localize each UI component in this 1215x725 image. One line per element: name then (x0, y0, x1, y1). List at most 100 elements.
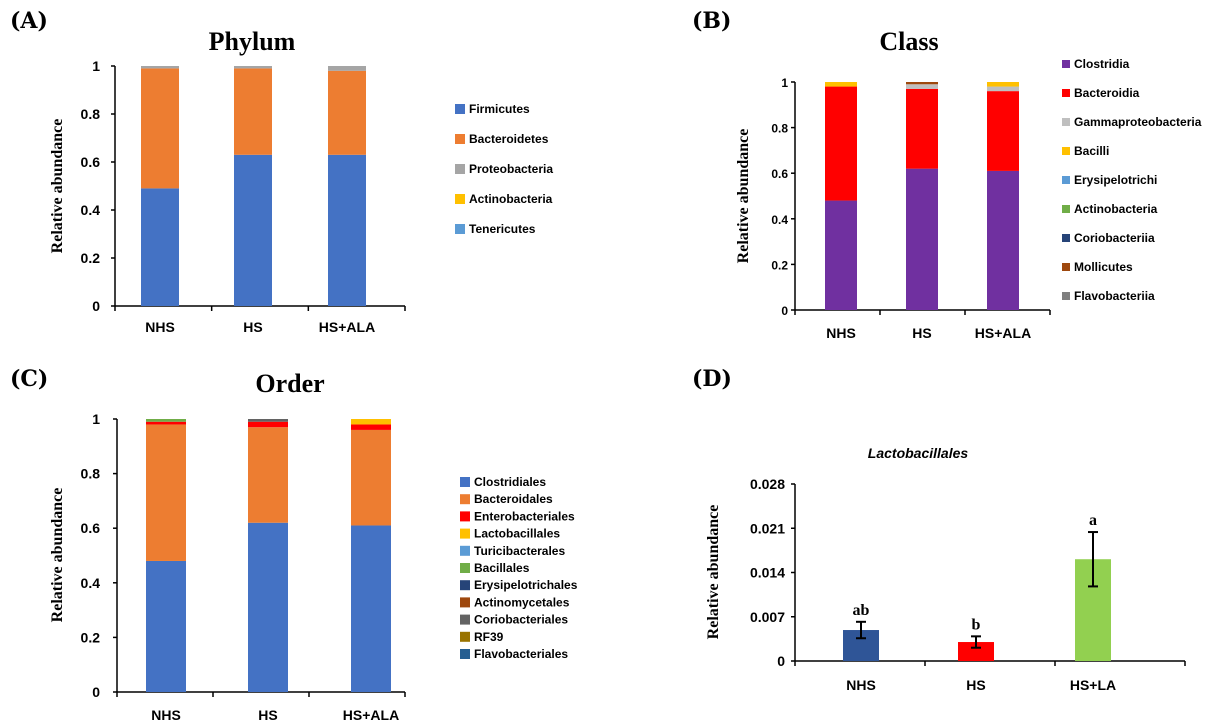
legend-swatch (455, 164, 465, 174)
legend-swatch (455, 134, 465, 144)
bar-segment (141, 66, 179, 69)
legend: Firmicutes Bacteroidetes Proteobacteria Act… (455, 102, 553, 236)
legend-label: Flavobacteriia (1074, 289, 1155, 303)
legend-swatch (1062, 60, 1070, 68)
bar-segment (906, 82, 938, 85)
bar-segment (248, 427, 288, 523)
bar-segment (248, 421, 288, 428)
legend-label: Actinomycetales (474, 595, 570, 609)
bar-segment (328, 66, 366, 71)
chart-title: Phylum (209, 27, 296, 56)
bar-segment (987, 86, 1019, 92)
legend-label: Bacteroidetes (469, 132, 549, 146)
legend-swatch (460, 494, 470, 505)
legend-label: Turicibacterales (474, 544, 565, 558)
legend-swatch (1062, 176, 1070, 184)
legend-label: Clostridiales (474, 475, 546, 489)
y-tick-label: 0.8 (81, 466, 101, 482)
bar-segment (351, 419, 391, 425)
y-tick-label: 1 (92, 58, 100, 74)
x-tick-label: HS (258, 707, 277, 723)
legend-swatch (1062, 205, 1070, 213)
y-tick-label: 0.6 (81, 154, 101, 170)
legend-swatch (460, 563, 470, 573)
legend-label: Lactobacillales (474, 527, 560, 541)
x-tick-label: HS (966, 677, 985, 693)
bar-segment (825, 200, 857, 310)
x-tick-label: NHS (151, 707, 181, 723)
y-tick-label: 0.2 (81, 629, 101, 645)
bar-segment (987, 91, 1019, 171)
x-tick-label: HS (912, 325, 931, 341)
significance-label: b (972, 616, 981, 633)
legend-swatch (1062, 147, 1070, 155)
bar-segment (248, 522, 288, 692)
bar-segment (234, 68, 272, 155)
bar-segment (987, 170, 1019, 310)
x-tick-label: HS+ALA (343, 707, 399, 723)
legend-swatch (460, 528, 470, 539)
y-tick-label: 0.6 (81, 520, 101, 536)
bar-segment (234, 66, 272, 69)
legend-swatch (1062, 292, 1070, 300)
legend-swatch (455, 224, 465, 234)
y-tick-label: 0.4 (81, 575, 101, 591)
panel-label: (B) (692, 8, 731, 34)
bar-segment (146, 419, 186, 422)
x-tick-label: HS+ALA (975, 325, 1031, 341)
y-tick-label: 0 (777, 653, 785, 669)
legend-swatch (455, 194, 465, 204)
chart-panel-d: (D) Lactobacillales Relative abundance 0 0.0… (692, 366, 1186, 693)
bar-segment (234, 154, 272, 306)
bar-segment (146, 560, 186, 692)
chart-panel-a: (A) Phylum Relative abundance 0 0.2 0.4 0.6 0.8… (10, 8, 553, 335)
legend-label: Coriobacteriia (1074, 231, 1155, 245)
x-tick-label: NHS (846, 677, 876, 693)
y-tick-label: 0.8 (771, 122, 788, 136)
legend-label: Bacillales (474, 561, 530, 575)
chart-panel-c: (C) Order Relative abundance 0 0.2 0.4 0.6 0.8 1… (10, 366, 578, 723)
legend-label: Bacteroidales (474, 492, 553, 506)
y-tick-label: 0.4 (81, 202, 101, 218)
y-tick-label: 0.2 (771, 258, 788, 272)
legend-swatch (460, 511, 470, 522)
x-tick-label: HS (243, 319, 262, 335)
panel-label: (A) (10, 8, 48, 34)
y-tick-label: 0.2 (81, 250, 101, 266)
x-tick-label: HS+ALA (319, 319, 375, 335)
bar-segment (825, 86, 857, 201)
legend-label: Bacilli (1074, 144, 1109, 158)
y-tick-label: 0.6 (771, 167, 788, 181)
bar-segment (906, 168, 938, 310)
bar-segment (825, 82, 857, 87)
chart-title: Class (879, 27, 938, 56)
y-tick-label: 0 (92, 298, 100, 314)
y-tick-label: 0.007 (750, 609, 785, 625)
panel-label: (D) (692, 366, 732, 392)
bar-segment (351, 429, 391, 526)
legend-label: Flavobacteriales (474, 647, 568, 661)
x-tick-label: HS+LA (1070, 677, 1116, 693)
legend-swatch (460, 580, 470, 591)
legend-swatch (1062, 263, 1070, 271)
legend-label: Actinobacteria (469, 192, 553, 206)
legend-label: Firmicutes (469, 102, 530, 116)
legend-swatch (460, 597, 470, 608)
x-tick-label: NHS (145, 319, 175, 335)
legend-swatch (460, 614, 470, 625)
y-tick-label: 1 (781, 76, 788, 90)
legend-label: Bacteroidia (1074, 86, 1140, 100)
legend-swatch (1062, 118, 1070, 126)
y-tick-label: 0.014 (750, 565, 785, 581)
chart-panel-b: (B) Class Relative abundance 0 0.2 0.4 0.6 0.8 1… (692, 8, 1202, 341)
legend-label: Mollicutes (1074, 260, 1133, 274)
chart-title: Order (255, 369, 324, 398)
legend-label: Erysipelotrichi (1074, 173, 1157, 187)
y-tick-label: 0.021 (750, 520, 785, 536)
x-tick-label: NHS (826, 325, 856, 341)
bar-segment (906, 88, 938, 169)
bar-segment (987, 82, 1019, 87)
y-tick-label: 0 (92, 684, 100, 700)
bar-segment (328, 70, 366, 155)
